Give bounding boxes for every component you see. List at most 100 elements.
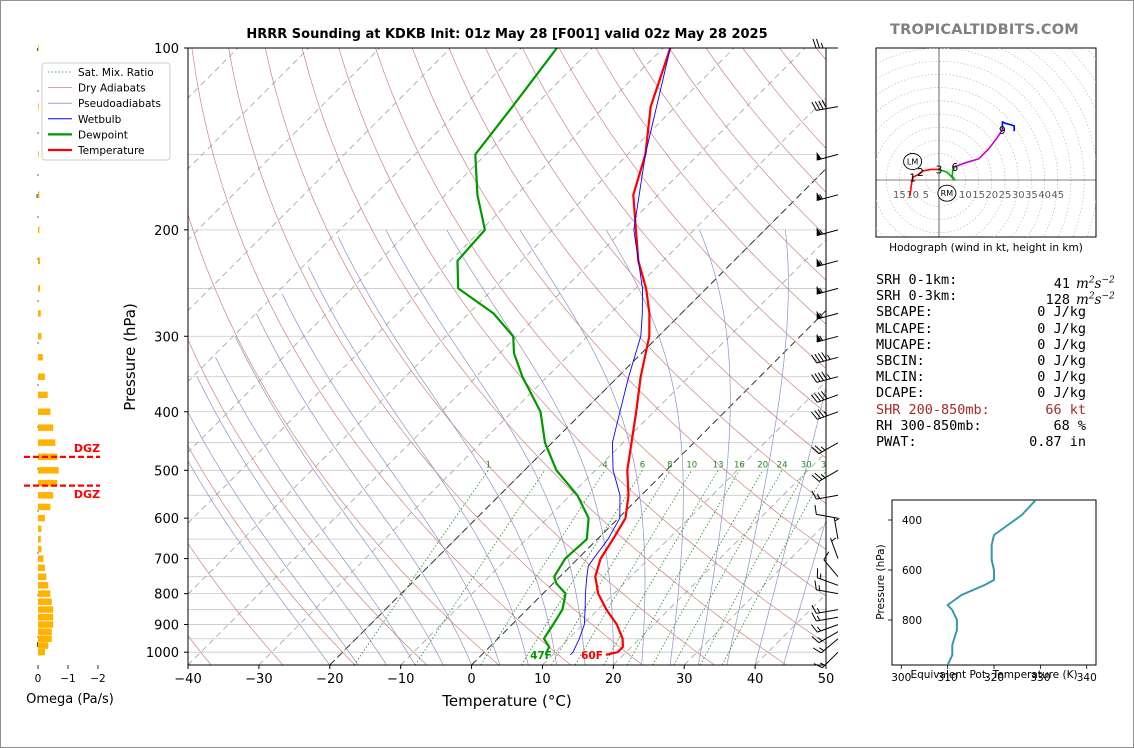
- omega-bar: [38, 545, 42, 553]
- hodograph-trace: [954, 129, 1004, 168]
- y-tick-label: 100: [154, 42, 179, 57]
- hodograph-ring-label: 45: [1051, 190, 1064, 201]
- surface-temperature-label: 60F: [581, 650, 603, 662]
- mixing-ratio-line: [550, 470, 671, 665]
- dry-adiabat: [301, 48, 787, 665]
- theta-e-y-tick-label: 400: [902, 515, 922, 527]
- mixing-ratio-line: [353, 470, 489, 665]
- barb-flag: [811, 604, 817, 614]
- dry-adiabat: [188, 445, 356, 665]
- wind-barb: [811, 352, 839, 364]
- hodograph-trace: [938, 166, 956, 181]
- barb-half-flag: [816, 607, 821, 614]
- dry-adiabat: [522, 48, 826, 414]
- omega-bar: [38, 648, 45, 656]
- omega-bar: [38, 555, 44, 562]
- legend-entry: Temperature: [77, 145, 145, 157]
- sounding-stats-panel: SRH 0-1km: 41 m2s−2 SRH 0-3km: 128 m2s−2 SBCAP…: [876, 272, 1126, 450]
- wind-barb: [811, 490, 839, 500]
- wind-barb: [816, 285, 839, 295]
- omega-bar: [38, 103, 39, 110]
- hodograph-ring-label: 30: [1012, 190, 1025, 201]
- hodograph-height-label: 9: [999, 125, 1006, 137]
- hodograph-panel: 151055101520253035404512369LMRM: [875, 47, 1097, 238]
- storm-motion-marker: [903, 153, 923, 170]
- pseudo-adiabat: [337, 236, 557, 665]
- wind-barb: [816, 151, 839, 161]
- barb-flag: [817, 392, 825, 401]
- legend-entry: Sat. Mix. Ratio: [78, 67, 154, 79]
- stat-value: 0.87 in: [1029, 433, 1086, 450]
- skewt-axes: −40 −30 −20 −10 0 10 20 30 40 50 100 200 300 400 500 60…: [146, 42, 834, 687]
- barb-flag: [816, 568, 819, 578]
- mixing-ratio-line: [480, 470, 606, 665]
- stat-label: MLCIN:: [876, 369, 925, 386]
- mixing-ratio-line: [574, 470, 693, 665]
- barb-flag: [817, 352, 824, 362]
- barb-shaft: [816, 106, 839, 111]
- omega-bar: [38, 354, 43, 361]
- temperature-profile: [594, 48, 672, 656]
- mixing-ratio-line: [414, 470, 546, 665]
- barb-flag: [814, 101, 821, 111]
- barb-shaft: [816, 153, 839, 161]
- dry-adiabat: [191, 48, 571, 665]
- pseudo-adiabat: [726, 229, 789, 665]
- barb-half-flag: [819, 647, 825, 652]
- barb-flag: [814, 445, 823, 453]
- stat-row: DCAPE: 0 J/kg: [876, 385, 1126, 401]
- barb-half-flag: [818, 585, 821, 591]
- x-tick-label: −40: [174, 672, 201, 687]
- barb-shaft: [816, 494, 839, 500]
- skewt-profiles: [456, 48, 672, 656]
- mixing-ratio-label: 16: [734, 460, 745, 470]
- pseudo-adiabat: [307, 266, 529, 665]
- barb-half-flag: [826, 374, 831, 380]
- omega-tick-mark: [37, 48, 38, 51]
- storm-motion-label: LM: [907, 158, 918, 167]
- stat-label: MUCAPE:: [876, 336, 933, 353]
- stat-value: 0 J/kg: [1037, 369, 1086, 386]
- omega-bar: [38, 191, 40, 199]
- barb-shaft: [823, 559, 839, 578]
- stat-row: SRH 0-3km: 128 m2s−2: [876, 288, 1126, 308]
- y-tick-label: 500: [154, 464, 179, 479]
- barb-shaft: [816, 609, 839, 614]
- omega-bar: [38, 44, 39, 52]
- barb-flag: [812, 647, 822, 654]
- surface-dewpoint-label: 47F: [530, 650, 552, 662]
- barb-pennant: [816, 227, 822, 236]
- wind-barb: [823, 551, 839, 578]
- wind-barb: [830, 537, 839, 559]
- brand-watermark: TROPICALTIDBITS.COM: [890, 22, 1079, 38]
- theta-e-x-tick-label: 300: [891, 672, 911, 684]
- stat-row: MUCAPE: 0 J/kg: [876, 337, 1126, 353]
- mixing-ratio-line: [699, 470, 807, 665]
- omega-bar: [38, 503, 51, 511]
- barb-shaft: [817, 624, 839, 633]
- barb-shaft: [816, 589, 839, 595]
- pseudo-adiabat: [281, 293, 501, 665]
- theta-e-x-tick-label: 330: [1030, 672, 1050, 684]
- omega-bar: [38, 642, 49, 649]
- barb-half-flag: [819, 312, 823, 318]
- isotherm: [188, 48, 806, 665]
- omega-bar: [38, 606, 54, 613]
- omega-bar: [38, 492, 54, 499]
- y-tick-label: 400: [154, 406, 179, 421]
- omega-bar: [38, 467, 59, 474]
- stat-value: 68 %: [1053, 417, 1086, 434]
- hodograph-ring-label: 10: [959, 190, 972, 201]
- barb-flag: [814, 504, 817, 515]
- mixing-ratio-line: [521, 470, 643, 665]
- dry-adiabat: [448, 48, 826, 505]
- barb-flag: [816, 38, 820, 49]
- barb-flag: [811, 636, 820, 644]
- omega-bar: [38, 582, 49, 589]
- skewt-background-lines: 1 4 6 8 10 13 16 20 24 30 36: [188, 48, 826, 665]
- stat-value: 128 m2s−2: [1045, 291, 1115, 308]
- barb-shaft: [816, 356, 839, 364]
- omega-bar: [38, 535, 41, 543]
- hodograph-height-label: 3: [936, 164, 943, 176]
